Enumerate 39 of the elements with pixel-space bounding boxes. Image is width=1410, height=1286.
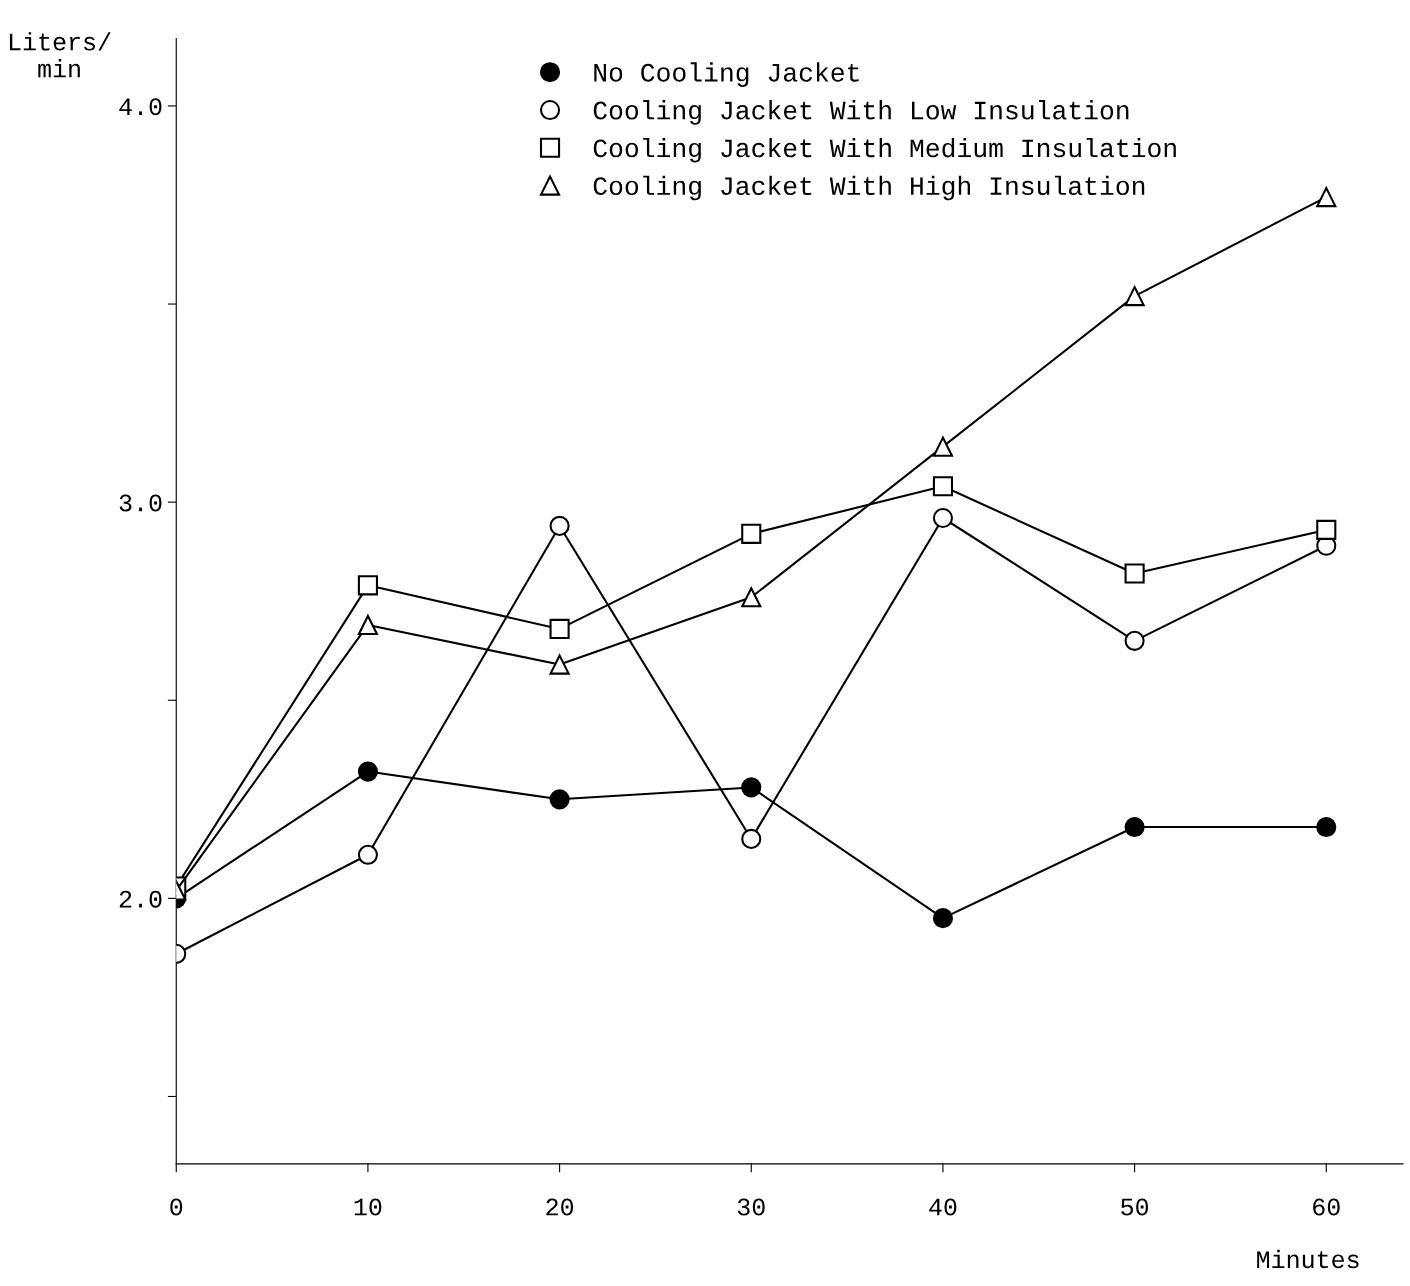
x-tick-label: 40 — [929, 1198, 957, 1216]
x-tick-label: 0 — [170, 1198, 183, 1216]
x-tick-label: 20 — [546, 1198, 574, 1216]
legend-label: Cooling Jacket With Low Insulation — [593, 100, 1129, 125]
point — [932, 908, 954, 929]
point — [1124, 630, 1145, 651]
legend-label: No Cooling Jacket — [594, 62, 859, 87]
point — [1316, 816, 1337, 838]
point — [357, 761, 378, 782]
point — [932, 507, 954, 529]
point — [932, 436, 954, 457]
point — [549, 789, 570, 810]
y-axis-title: Liters/ min — [9, 32, 111, 78]
x-tick-label: 60 — [1313, 1198, 1340, 1216]
point — [741, 828, 762, 849]
y-tick-label: 2.0 — [119, 890, 162, 908]
legend-label: Cooling Jacket With Medium Insulation — [593, 137, 1176, 163]
point — [741, 777, 762, 798]
point — [357, 844, 378, 865]
point — [1124, 816, 1145, 838]
point — [741, 523, 762, 544]
point — [741, 587, 762, 608]
point — [932, 476, 954, 497]
point — [1316, 187, 1337, 208]
point — [357, 614, 378, 636]
y-tick-label: 4.0 — [119, 98, 162, 116]
point — [1124, 286, 1145, 307]
x-tick-label: 50 — [1121, 1198, 1149, 1216]
point — [1124, 563, 1145, 584]
point — [549, 618, 570, 640]
y-tick-label: 3.0 — [119, 494, 162, 512]
point — [549, 515, 570, 536]
x-tick-label: 30 — [737, 1198, 765, 1216]
x-tick-label: 10 — [354, 1198, 382, 1216]
point — [357, 575, 378, 596]
legend-label: Cooling Jacket With High Insulation — [593, 175, 1145, 201]
point — [549, 654, 570, 675]
point — [1316, 519, 1337, 540]
x-axis-title: Minutes — [1257, 1249, 1359, 1269]
